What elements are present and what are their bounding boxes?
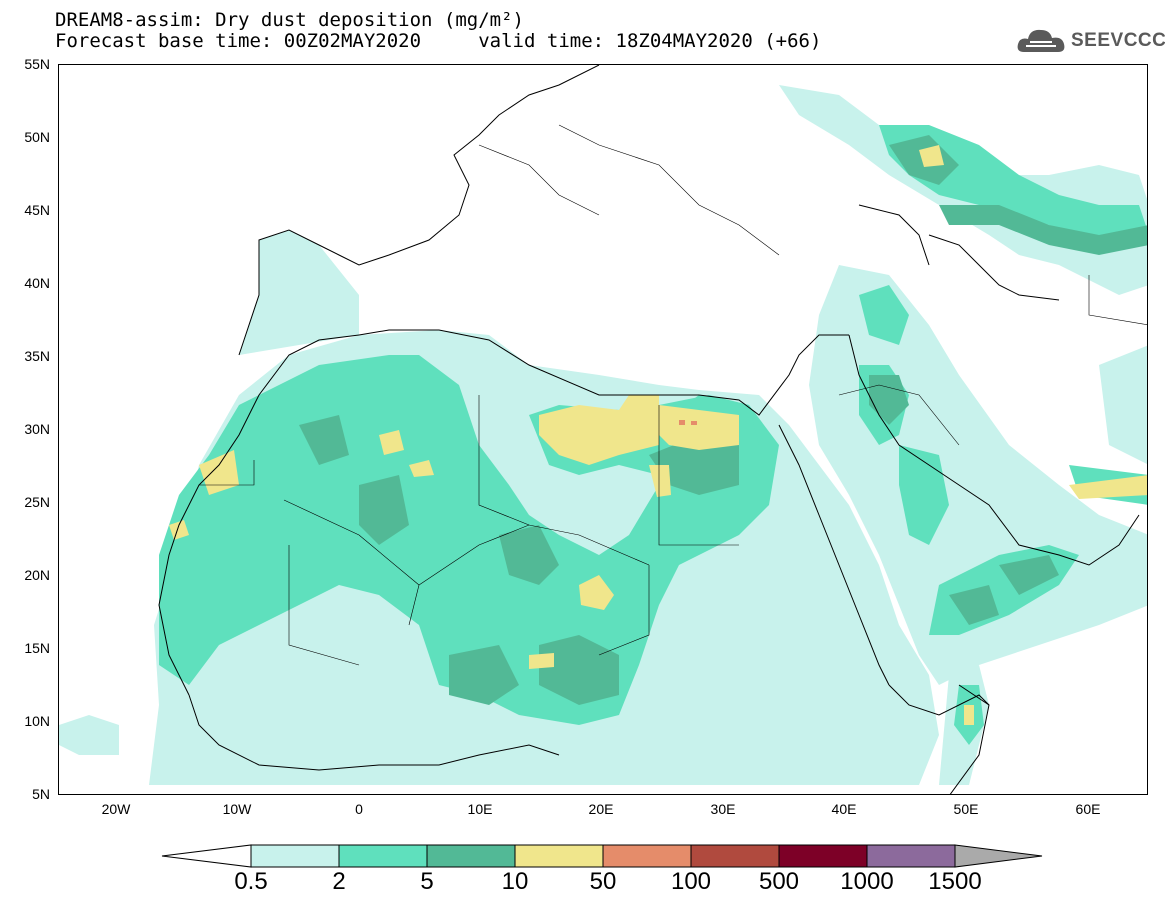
- colorbar-swatch: [866, 844, 956, 868]
- lat-label: 45N: [24, 202, 50, 218]
- lon-label: 20E: [588, 801, 614, 817]
- colorbar-label: 100: [670, 868, 712, 895]
- lat-label: 25N: [24, 494, 50, 510]
- deposition-level-5: [679, 420, 697, 425]
- lat-label: 15N: [24, 640, 50, 656]
- lat-label: 10N: [24, 713, 50, 729]
- deposition-level-4: [169, 145, 1147, 725]
- colorbar-label: 500: [758, 868, 800, 895]
- lon-label: 60E: [1075, 801, 1101, 817]
- country-borders: [199, 124, 1147, 666]
- lat-label: 40N: [24, 275, 50, 291]
- lat-label: 30N: [24, 421, 50, 437]
- colorbar-label: 0.5: [234, 868, 268, 895]
- colorbar-label: 1000: [840, 868, 894, 895]
- lat-label: 50N: [24, 129, 50, 145]
- lon-label: 10E: [467, 801, 493, 817]
- colorbar-swatch: [250, 844, 340, 868]
- cloud-icon: [1017, 29, 1065, 52]
- lon-label: 30E: [710, 801, 736, 817]
- colorbar-label: 50: [589, 868, 617, 895]
- colorbar-label: 5: [420, 868, 434, 895]
- logo-text: SEEVCCC: [1071, 30, 1165, 51]
- colorbar-label: 1500: [928, 868, 982, 895]
- lat-label: 55N: [24, 56, 50, 72]
- colorbar-swatch: [602, 844, 692, 868]
- map-title: DREAM8-assim: Dry dust deposition (mg/m²…: [55, 9, 524, 31]
- dust-deposition-map: [59, 65, 1147, 794]
- colorbar-swatch: [338, 844, 428, 868]
- colorbar-swatch: [514, 844, 604, 868]
- colorbar-label: 2: [332, 868, 346, 895]
- lat-label: 20N: [24, 567, 50, 583]
- colorbar: [161, 844, 1043, 868]
- colorbar-under-arrow: [161, 844, 252, 868]
- colorbar-swatch: [778, 844, 868, 868]
- coastlines: [158, 65, 1140, 794]
- colorbar-over-arrow: [954, 844, 1043, 868]
- lon-label: 10W: [222, 801, 252, 817]
- deposition-level-3: [299, 135, 1147, 705]
- colorbar-swatch: [690, 844, 780, 868]
- lon-label: 50E: [953, 801, 979, 817]
- lon-label: 0: [355, 801, 363, 817]
- seevccc-logo: SEEVCCC: [1016, 24, 1165, 58]
- lat-label: 5N: [32, 786, 50, 802]
- forecast-time-line: Forecast base time: 00Z02MAY2020 valid t…: [55, 30, 822, 52]
- lon-label: 40E: [831, 801, 857, 817]
- lon-label: 20W: [101, 801, 131, 817]
- colorbar-label: 10: [501, 868, 529, 895]
- colorbar-swatch: [426, 844, 516, 868]
- map-area: [58, 64, 1148, 795]
- lat-label: 35N: [24, 348, 50, 364]
